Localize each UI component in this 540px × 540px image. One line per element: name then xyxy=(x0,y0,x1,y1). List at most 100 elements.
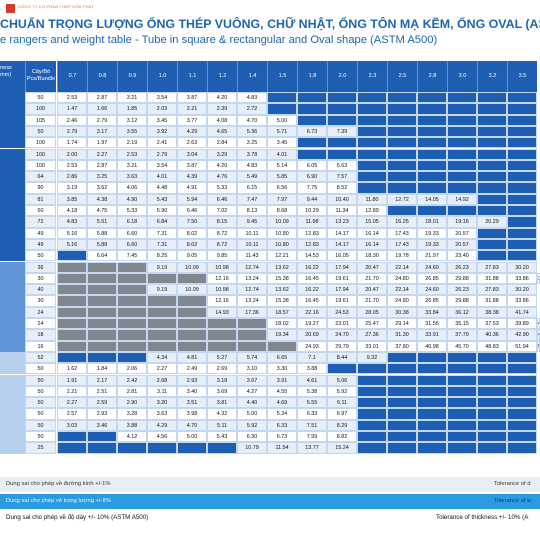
weight-cell: 7.50 xyxy=(177,216,207,228)
pcs-per-bundle-cell: 30 xyxy=(25,272,56,285)
weight-cell: 2.53 xyxy=(57,159,87,172)
weight-cell xyxy=(237,329,267,341)
weight-cell: 2.90 xyxy=(117,397,147,409)
weight-cell: 8.25 xyxy=(147,250,177,262)
weight-cell: 4.83 xyxy=(237,92,267,104)
weight-cell: 9.32 xyxy=(357,351,387,364)
weight-cell xyxy=(477,363,507,375)
weight-cell: 6.60 xyxy=(117,227,147,239)
weight-cell xyxy=(117,351,147,364)
weight-cell: 2.86 xyxy=(57,171,87,183)
weight-cell: 1.97 xyxy=(87,137,117,149)
weight-cell: 6.60 xyxy=(117,238,147,251)
tolerance-note-en: Tolerance of d xyxy=(494,481,531,487)
weight-cell: 4.01 xyxy=(267,148,297,160)
weight-cell: 4.29 xyxy=(177,125,207,138)
weight-cell: 4.12 xyxy=(117,431,147,443)
weight-cell xyxy=(147,306,177,318)
header-thickness-2.8: 2.8 xyxy=(417,61,447,92)
weight-cell xyxy=(447,114,477,126)
weight-cell xyxy=(417,385,447,398)
weight-cell xyxy=(507,148,537,160)
pcs-per-bundle-cell: 30 xyxy=(25,295,56,307)
weight-cell: 4.34 xyxy=(147,351,177,364)
weight-cell xyxy=(477,125,507,138)
weight-cell: 16.25 xyxy=(387,216,417,228)
pcs-per-bundle-cell: 50 xyxy=(25,363,56,375)
weight-cell: 15.24 xyxy=(327,442,357,454)
weight-cell xyxy=(447,159,477,172)
weight-cell xyxy=(177,318,207,330)
weight-cell xyxy=(477,137,507,149)
weight-cell: 17.94 xyxy=(327,284,357,296)
weight-cell xyxy=(327,103,357,115)
weight-cell: 5.06 xyxy=(327,374,357,386)
weight-cell xyxy=(177,340,207,352)
weight-cell xyxy=(147,340,177,352)
weight-cell: 5.90 xyxy=(147,205,177,217)
weight-cell: 3.04 xyxy=(177,148,207,160)
weight-cell xyxy=(177,306,207,318)
weight-cell xyxy=(357,374,387,386)
weight-cell: 10.09 xyxy=(177,284,207,296)
weight-cell xyxy=(117,329,147,341)
pcs-per-bundle-cell: 18 xyxy=(25,329,56,341)
weight-cell: 24.93 xyxy=(297,340,327,352)
weight-cell: 45.70 xyxy=(447,340,477,352)
weight-cell: 8.15 xyxy=(207,216,237,228)
weight-cell: 14.92 xyxy=(447,193,477,205)
weight-cell xyxy=(57,340,87,352)
weight-cell: 3.03 xyxy=(57,419,87,431)
pcs-per-bundle-cell: 50 xyxy=(25,374,56,386)
weight-cell xyxy=(507,408,537,420)
weight-cell xyxy=(117,442,147,454)
weight-cell: 26.85 xyxy=(417,272,447,285)
weight-cell: 9.19 xyxy=(147,261,177,273)
weight-cell: 35.15 xyxy=(447,318,477,330)
weight-cell xyxy=(477,114,507,126)
size-band-cell xyxy=(0,148,25,160)
weight-cell: 40.36 xyxy=(477,329,507,341)
pcs-per-bundle-cell: 100 xyxy=(25,137,56,149)
weight-cell: 12.16 xyxy=(207,295,237,307)
weight-cell xyxy=(507,442,537,454)
weight-cell: 19.16 xyxy=(447,216,477,228)
weight-cell: 4.29 xyxy=(147,419,177,431)
weight-cell: 24.60 xyxy=(417,284,447,296)
weight-cell: 2.93 xyxy=(87,408,117,420)
weight-cell: 4.38 xyxy=(87,193,117,205)
weight-cell: 7.45 xyxy=(117,250,147,262)
weight-cell: 30.20 xyxy=(507,261,537,273)
weight-cell xyxy=(387,92,417,104)
weight-cell xyxy=(357,137,387,149)
weight-cell: 18.30 xyxy=(357,250,387,262)
weight-cell: 2.53 xyxy=(57,92,87,104)
weight-cell: 19.33 xyxy=(417,238,447,251)
weight-cell: 8.72 xyxy=(207,227,237,239)
weight-cell: 2.46 xyxy=(57,114,87,126)
weight-cell: 2.49 xyxy=(177,363,207,375)
weight-cell xyxy=(447,148,477,160)
weight-cell xyxy=(87,306,117,318)
weight-cell: 3.40 xyxy=(177,385,207,398)
weight-cell: 24.80 xyxy=(387,272,417,285)
weight-cell: 13.23 xyxy=(327,216,357,228)
size-band-cell xyxy=(0,442,25,454)
weight-cell: 7.57 xyxy=(327,171,357,183)
weight-cell: 16.05 xyxy=(327,250,357,262)
weight-cell: 9.19 xyxy=(147,284,177,296)
weight-cell xyxy=(417,431,447,443)
weight-cell xyxy=(57,442,87,454)
weight-cell xyxy=(417,442,447,454)
weight-cell: 16.22 xyxy=(297,284,327,296)
weight-cell xyxy=(387,374,417,386)
size-band-cell xyxy=(0,431,25,443)
weight-cell xyxy=(417,103,447,115)
weight-cell: 4.90 xyxy=(117,193,147,205)
weight-cell: 2.17 xyxy=(87,374,117,386)
size-band-cell xyxy=(0,385,25,398)
header-thickness-1.5: 1.5 xyxy=(267,61,297,92)
header-thickness-0.7: 0.7 xyxy=(57,61,87,92)
weight-cell: 39.89 xyxy=(507,318,537,330)
weight-cell xyxy=(87,318,117,330)
